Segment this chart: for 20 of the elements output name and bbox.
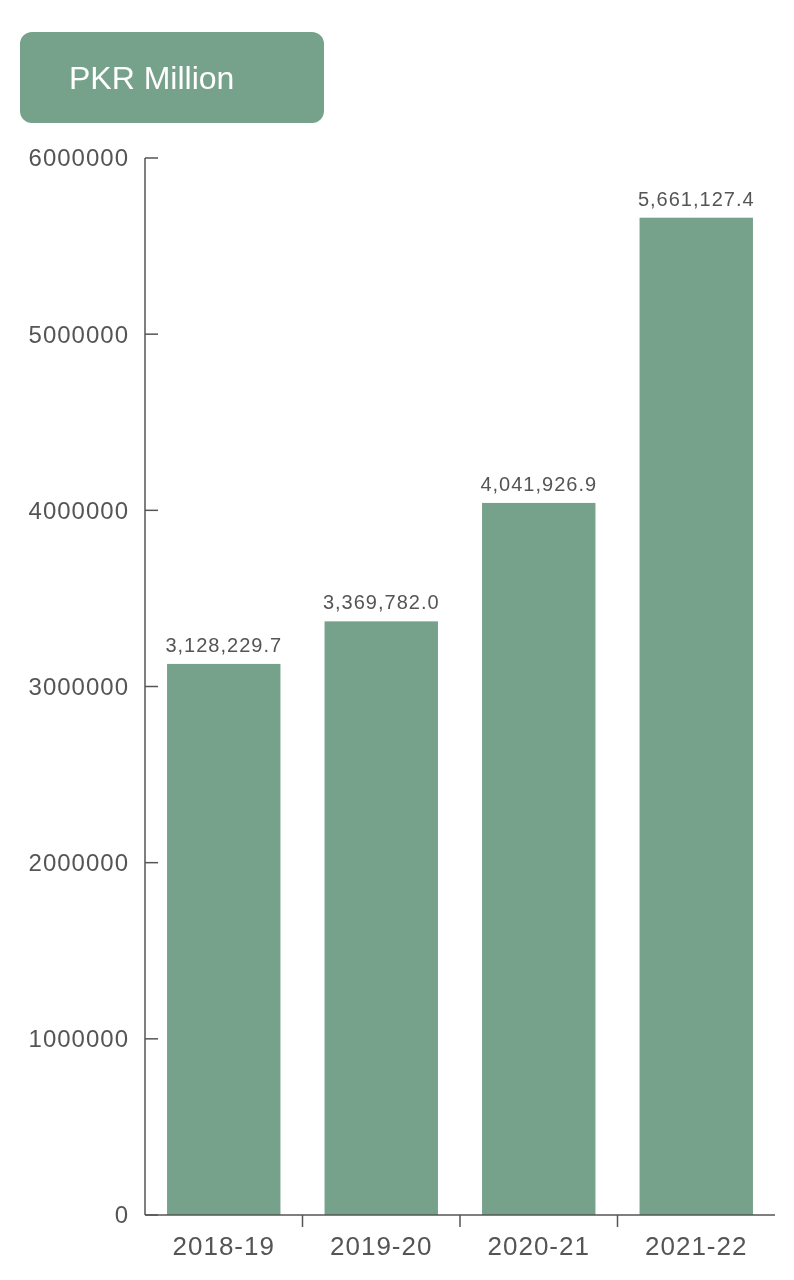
x-tick-label: 2018-19: [172, 1231, 275, 1261]
y-tick-label: 6000000: [28, 144, 129, 172]
bar: [639, 217, 753, 1215]
data-label: 3,128,229.7: [165, 633, 283, 656]
chart-title: PKR Million: [69, 60, 235, 96]
y-tick-label: 5000000: [28, 320, 129, 348]
x-tick-label: 2020-21: [487, 1231, 590, 1261]
bar: [482, 502, 596, 1215]
x-tick-label: 2021-22: [645, 1231, 748, 1261]
data-label: 3,369,782.0: [322, 591, 440, 614]
bar: [324, 621, 438, 1215]
data-label: 4,041,926.9: [480, 472, 598, 495]
y-tick-label: 4000000: [28, 496, 129, 524]
bar: [167, 663, 281, 1215]
x-tick-label: 2019-20: [330, 1231, 433, 1261]
y-tick-label: 0: [114, 1201, 129, 1229]
data-label: 5,661,127.4: [637, 187, 755, 210]
y-tick-label: 2000000: [28, 849, 129, 877]
y-tick-label: 1000000: [28, 1025, 129, 1053]
y-tick-label: 3000000: [28, 672, 129, 700]
